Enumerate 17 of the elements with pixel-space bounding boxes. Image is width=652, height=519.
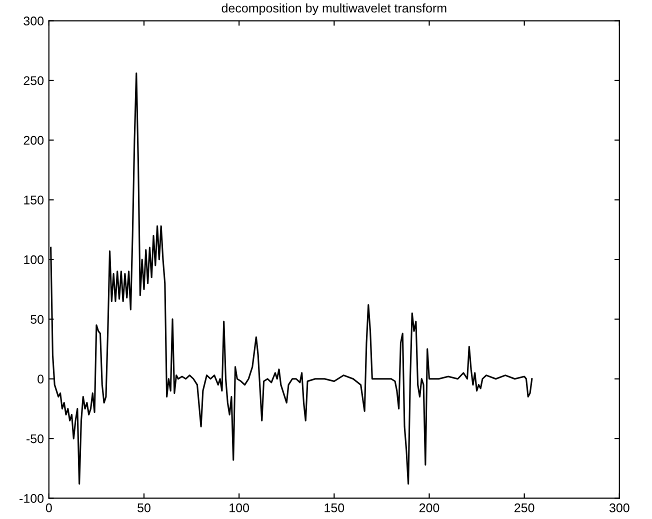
y-tick-label: -100: [20, 494, 44, 503]
x-tick-label: 200: [419, 503, 440, 512]
x-tick-label: 100: [230, 503, 250, 512]
y-tick-label: 200: [24, 136, 44, 145]
y-tick-label: 300: [24, 16, 44, 26]
y-tick-label: 0: [38, 374, 44, 384]
y-tick-label: 50: [30, 314, 44, 324]
x-tick-label: 250: [514, 503, 534, 512]
y-tick-label: -50: [26, 434, 44, 444]
x-tick-label: 300: [609, 503, 630, 512]
x-tick-label: 150: [324, 503, 344, 512]
x-tick-label: 0: [46, 503, 52, 512]
x-tick-label: 50: [138, 503, 150, 512]
chart-title: decomposition by multiwavelet transform: [222, 3, 446, 16]
y-tick-label: 100: [24, 255, 44, 264]
y-tick-label: 150: [24, 196, 44, 204]
y-tick-label: 250: [24, 76, 44, 86]
